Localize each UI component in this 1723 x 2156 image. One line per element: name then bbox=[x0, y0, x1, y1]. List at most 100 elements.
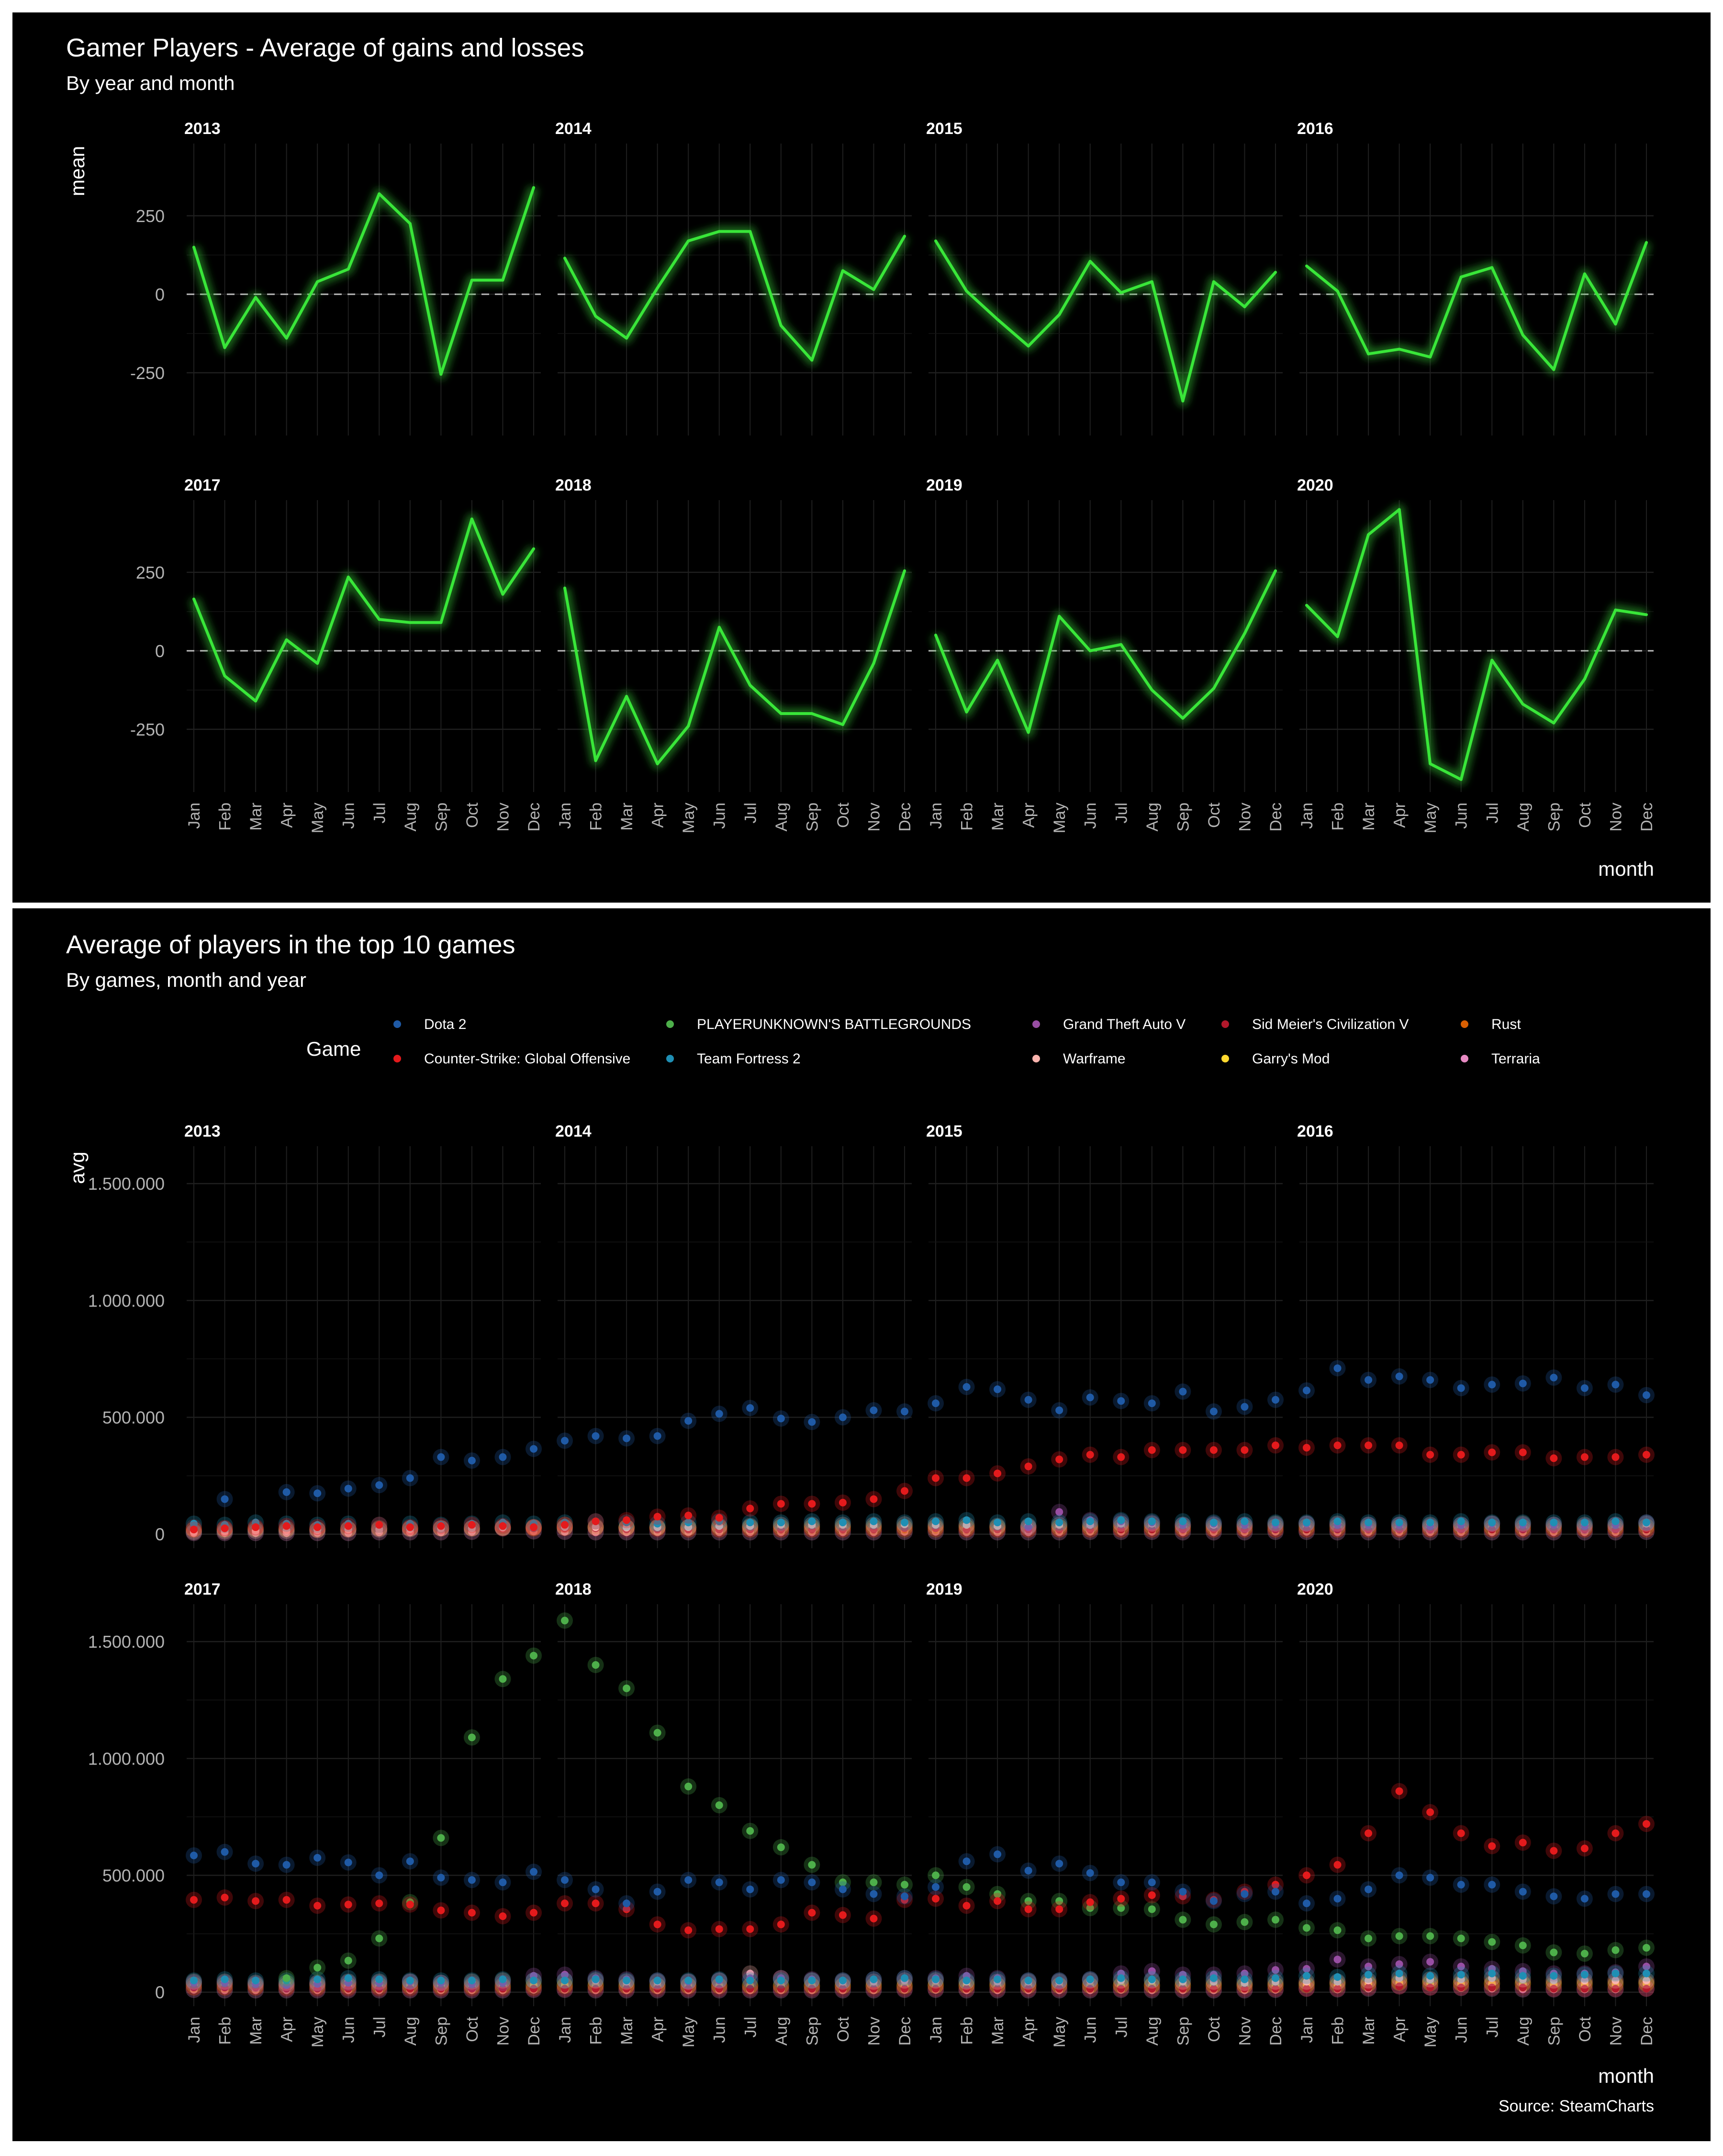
data-point bbox=[872, 662, 875, 665]
data-point bbox=[1333, 1895, 1342, 1903]
data-point bbox=[808, 1500, 816, 1508]
data-point bbox=[1426, 1874, 1434, 1882]
data-point bbox=[1580, 1519, 1589, 1527]
data-point bbox=[375, 1934, 383, 1943]
data-point bbox=[1611, 1381, 1620, 1389]
series-line bbox=[563, 570, 906, 765]
data-point bbox=[1365, 1934, 1373, 1943]
data-point bbox=[1580, 1950, 1589, 1958]
data-point bbox=[592, 1661, 600, 1669]
x-tick-label: Feb bbox=[587, 803, 605, 831]
top-panel-2016: 2016 bbox=[1297, 120, 1654, 436]
data-point bbox=[192, 246, 195, 249]
x-tick-label: May bbox=[680, 2017, 698, 2047]
data-point bbox=[532, 547, 535, 550]
data-point bbox=[1583, 272, 1586, 276]
data-point bbox=[1117, 1904, 1125, 1912]
data-point bbox=[1209, 1921, 1218, 1929]
legend-label: Team Fortress 2 bbox=[697, 1051, 801, 1067]
data-point bbox=[375, 1975, 383, 1983]
data-point bbox=[285, 638, 288, 641]
data-point bbox=[1086, 1451, 1094, 1459]
data-point bbox=[1580, 1895, 1589, 1903]
x-tick-label: May bbox=[1051, 2017, 1069, 2047]
x-tick-label: Jun bbox=[340, 2017, 358, 2043]
data-point bbox=[437, 1906, 445, 1914]
data-point bbox=[501, 592, 504, 596]
y-tick-label: 500.000 bbox=[102, 1866, 165, 1886]
data-point bbox=[1519, 1448, 1527, 1456]
data-point bbox=[1333, 1973, 1342, 1981]
data-point bbox=[1611, 1985, 1620, 1993]
x-tick-label: Sep bbox=[1545, 2017, 1563, 2046]
data-point bbox=[1395, 1932, 1403, 1940]
data-point bbox=[715, 1925, 723, 1933]
data-point bbox=[499, 1453, 507, 1461]
data-point bbox=[313, 1964, 322, 1972]
x-tick-label: Feb bbox=[216, 803, 235, 831]
data-point bbox=[994, 1897, 1002, 1905]
data-point bbox=[406, 1857, 414, 1866]
facet-strip-label: 2015 bbox=[926, 120, 962, 138]
x-tick-label: Sep bbox=[432, 2017, 450, 2046]
data-point bbox=[1521, 703, 1524, 706]
data-point bbox=[1241, 1969, 1249, 1977]
x-tick-label: Apr bbox=[649, 803, 667, 828]
data-point bbox=[1488, 1983, 1496, 1991]
x-tick-label: Jan bbox=[556, 803, 574, 829]
data-point bbox=[625, 694, 628, 698]
x-tick-label: Oct bbox=[1576, 802, 1594, 827]
data-point bbox=[962, 1474, 971, 1482]
data-point bbox=[1055, 1860, 1063, 1868]
data-point bbox=[375, 1481, 383, 1489]
data-point bbox=[223, 346, 226, 349]
data-point bbox=[1611, 1946, 1620, 1954]
bottom-panel-2019: 2019 Jan Feb Mar Apr May Jun Jul Aug Sep Oct Nov Dec bbox=[926, 1580, 1285, 2047]
facet-strip-label: 2016 bbox=[1297, 1122, 1333, 1140]
legend-item: Dota 2 bbox=[393, 1017, 466, 1032]
data-point bbox=[1243, 632, 1246, 635]
data-point bbox=[1457, 1384, 1465, 1392]
x-tick-label: Sep bbox=[1174, 2017, 1192, 2046]
data-point bbox=[1024, 1463, 1032, 1471]
data-point bbox=[653, 1513, 661, 1521]
data-point bbox=[1241, 1918, 1249, 1926]
x-tick-label: Jun bbox=[1453, 2017, 1471, 2043]
data-point bbox=[1086, 1394, 1094, 1401]
data-point bbox=[1272, 1396, 1279, 1404]
data-point bbox=[870, 1495, 878, 1503]
data-point bbox=[282, 1896, 291, 1904]
data-point bbox=[1457, 1829, 1465, 1837]
data-point bbox=[1645, 613, 1648, 616]
data-point bbox=[746, 1925, 754, 1933]
data-point bbox=[1519, 1983, 1527, 1991]
data-point bbox=[1117, 1895, 1125, 1903]
data-point bbox=[313, 1854, 322, 1862]
data-point bbox=[870, 1975, 878, 1983]
data-point bbox=[1426, 1376, 1434, 1384]
data-point bbox=[252, 1860, 260, 1868]
x-tick-label: Oct bbox=[1576, 2016, 1594, 2042]
data-point bbox=[962, 1977, 971, 1985]
data-point bbox=[439, 373, 443, 376]
data-point bbox=[468, 1521, 476, 1529]
data-point bbox=[1055, 1985, 1063, 1993]
y-tick-label: 250 bbox=[136, 206, 165, 226]
x-tick-label: Dec bbox=[1638, 803, 1656, 831]
x-tick-label: Sep bbox=[803, 2017, 821, 2046]
data-point bbox=[221, 1524, 229, 1532]
data-point bbox=[1148, 1985, 1156, 1993]
x-tick-label: Apr bbox=[649, 2017, 667, 2042]
data-point bbox=[1365, 1885, 1373, 1893]
data-point bbox=[1395, 1960, 1403, 1968]
data-point bbox=[1241, 1403, 1249, 1411]
data-point bbox=[965, 710, 968, 714]
data-point bbox=[190, 1525, 198, 1533]
data-point bbox=[1643, 1944, 1650, 1952]
data-point bbox=[1643, 1890, 1650, 1898]
legend: Dota 2 Counter-Strike: Global Offensive PL… bbox=[393, 1017, 1540, 1067]
data-point bbox=[684, 1519, 693, 1527]
data-point bbox=[375, 1985, 383, 1993]
data-point bbox=[1614, 608, 1617, 612]
